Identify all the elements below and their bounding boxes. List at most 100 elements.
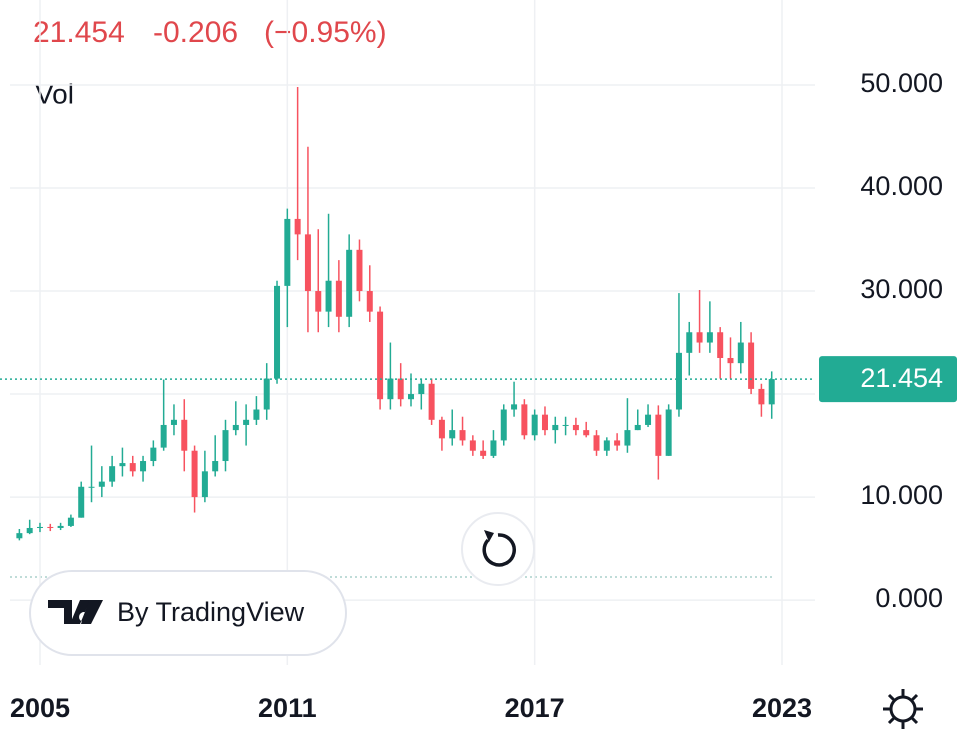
attribution-badge[interactable]: By TradingView [29,570,347,656]
x-tick-label: 2017 [505,693,565,723]
candle-body [614,440,621,446]
last-price: 21.454 [33,16,125,49]
gear-icon[interactable] [889,695,917,723]
candle-body [665,409,672,456]
candle-body [243,419,250,425]
candle-body [294,218,301,235]
candle-body [737,342,744,364]
y-tick-label: 10.000 [860,480,943,510]
candle-body [500,409,507,441]
tv-logo [48,600,90,624]
candle-body [26,527,33,534]
candle-body [686,332,693,353]
candle-body [366,291,373,312]
candle-body [583,430,590,436]
candle-body [98,481,105,487]
candle-body [428,383,435,420]
badge-bg[interactable] [29,570,347,656]
candle-body [572,424,579,431]
candle-body [78,486,85,518]
y-tick-label: 50.000 [860,68,943,98]
candle-body [181,419,188,451]
candle-body [480,450,487,456]
candle-body [531,414,538,436]
y-tick-label: 40.000 [860,171,943,201]
last-price-tag [819,356,957,403]
candle-body [315,291,322,312]
candle-body [150,447,157,462]
candle-body [768,379,775,405]
candle-body [490,440,497,456]
candle-body [356,249,363,292]
y-tick-label: 0.000 [875,583,943,613]
x-tick-label: 2011 [258,693,317,723]
candle-body [438,419,445,439]
candle-body [284,218,291,286]
candle-body [541,414,548,431]
candle-body [232,424,239,431]
candle-body [335,280,342,317]
candle-body [397,378,404,400]
reset-icon [482,533,516,567]
candle-body [418,383,425,395]
candle-body [325,280,332,312]
y-tick-label: 30.000 [860,274,943,304]
candle-body [274,285,281,379]
last-price-label: 21.454 [860,363,943,393]
candle-body [88,486,95,488]
candle-body [645,414,652,425]
candle-body [253,409,260,420]
candle-body [727,357,734,364]
candle-body [57,525,64,528]
candle-body [201,471,208,498]
candle-body [160,424,167,448]
candle-body [593,435,600,451]
candle-body [717,332,724,358]
candle-body [47,526,54,528]
x-tick-label: 2005 [10,693,70,723]
candle-body [36,526,43,528]
candle-body [634,424,641,431]
reset-button[interactable] [461,512,535,586]
candle-body [387,378,394,400]
candle-body [748,342,755,389]
candle-body [603,440,610,451]
volume-label: Vol [35,78,74,109]
candle-body [170,419,177,425]
candle-body [562,424,569,426]
grid [10,0,815,665]
attribution[interactable]: By TradingView [117,597,305,627]
candle-body [304,234,311,292]
reset-arrow [484,530,494,542]
candle-body [222,430,229,462]
candle-body [624,430,631,446]
change: -0.206 [153,16,238,49]
header: 21.454 -0.206 (−0.95%) [33,16,387,49]
candle-body [109,466,116,482]
x-tick-label: 2023 [752,693,812,723]
candle-body [696,332,703,343]
candle-body [140,461,147,472]
settings-button[interactable] [883,689,923,729]
candle-body [263,378,270,410]
candle-body [459,430,466,441]
candle-body [706,332,713,343]
candle-body [377,311,384,400]
candle-body [521,404,528,436]
candle-body [191,450,198,498]
change-pct: (−0.95%) [264,16,387,49]
candle-body [655,414,662,456]
candle-body [212,461,219,472]
candle-body [552,424,559,431]
candle-body [129,463,136,472]
candle-body [67,517,74,526]
candle-body [119,463,126,467]
candle-body [449,430,456,439]
candle-body [16,533,23,539]
candle-body [511,404,518,410]
tv-logo-part [81,600,103,624]
candle-body [675,352,682,410]
reset-bg[interactable] [461,512,535,586]
